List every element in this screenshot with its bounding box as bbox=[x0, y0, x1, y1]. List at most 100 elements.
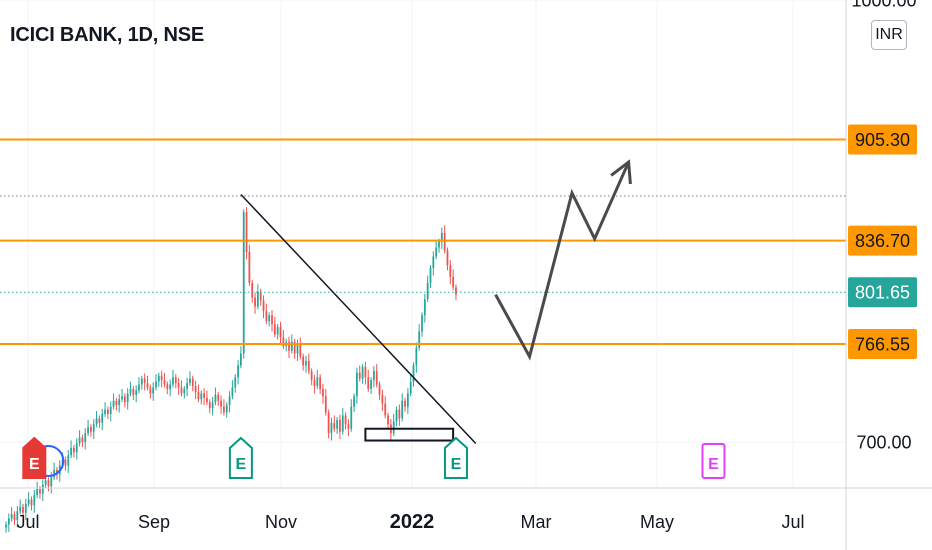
candle-body bbox=[435, 247, 438, 257]
candle-body bbox=[333, 422, 336, 429]
candle bbox=[387, 412, 389, 430]
candle-body bbox=[200, 393, 203, 400]
candle-body bbox=[78, 437, 81, 444]
candle-body bbox=[361, 366, 364, 379]
projection-path[interactable] bbox=[494, 161, 630, 361]
candle-body bbox=[449, 265, 452, 277]
candle bbox=[197, 384, 200, 403]
candle bbox=[440, 227, 443, 249]
trendline[interactable] bbox=[240, 193, 477, 444]
candle-body bbox=[172, 377, 174, 385]
earnings-marker-label: E bbox=[236, 456, 247, 473]
candle-body bbox=[166, 384, 169, 389]
candle-body bbox=[423, 299, 426, 316]
candle bbox=[155, 374, 157, 391]
candle-body bbox=[44, 480, 47, 485]
candle bbox=[316, 369, 319, 389]
candle bbox=[237, 360, 239, 385]
candle bbox=[217, 391, 220, 406]
candle bbox=[455, 284, 457, 300]
candle bbox=[183, 386, 186, 399]
candle-body bbox=[7, 518, 10, 525]
candle-body bbox=[217, 394, 220, 401]
candle-body bbox=[245, 212, 248, 252]
x-tick-label: Sep bbox=[138, 512, 170, 532]
level-price-label: 766.55 bbox=[855, 334, 910, 354]
candle-body bbox=[322, 388, 324, 397]
candle bbox=[92, 419, 95, 440]
candle-body bbox=[84, 433, 87, 442]
support-box[interactable] bbox=[364, 427, 455, 442]
candle-body bbox=[194, 386, 197, 392]
drawings[interactable] bbox=[240, 159, 632, 444]
candle bbox=[313, 374, 316, 394]
candle bbox=[409, 374, 412, 397]
candle bbox=[13, 511, 16, 526]
candle bbox=[392, 413, 395, 437]
candle bbox=[310, 368, 313, 386]
candle-body bbox=[344, 415, 347, 425]
earnings-marker[interactable]: E bbox=[701, 443, 726, 479]
candle bbox=[135, 385, 138, 403]
candle-body bbox=[293, 341, 296, 354]
candle bbox=[177, 377, 180, 395]
candle-body bbox=[276, 327, 279, 335]
earnings-marker[interactable]: E bbox=[443, 436, 468, 479]
candle bbox=[152, 382, 155, 401]
candle-body bbox=[387, 415, 389, 425]
candle-body bbox=[398, 409, 401, 419]
candle-body bbox=[143, 378, 146, 384]
candle bbox=[367, 369, 370, 392]
candle-body bbox=[140, 378, 143, 385]
currency-button[interactable]: INR bbox=[871, 20, 907, 50]
candle-body bbox=[75, 443, 78, 453]
candle-body bbox=[375, 371, 378, 385]
candle-body bbox=[90, 427, 92, 432]
earnings-marker-label: E bbox=[29, 456, 40, 473]
candle bbox=[423, 293, 426, 323]
horizontal-levels[interactable]: 905.30 836.70 766.55 801.65 bbox=[0, 124, 917, 359]
earnings-marker[interactable]: E bbox=[228, 436, 253, 479]
candle-body bbox=[197, 391, 200, 400]
candle bbox=[104, 402, 106, 417]
candle-body bbox=[73, 447, 75, 453]
candle-body bbox=[123, 396, 126, 403]
candle bbox=[157, 372, 160, 387]
candle bbox=[143, 373, 146, 391]
level-price-tag bbox=[848, 328, 917, 359]
candle-body bbox=[373, 371, 375, 381]
candle bbox=[452, 269, 455, 291]
candle bbox=[30, 496, 33, 511]
candle-body bbox=[401, 400, 404, 419]
candle bbox=[398, 404, 401, 426]
candle bbox=[384, 396, 387, 419]
candle bbox=[186, 377, 189, 397]
candle-body bbox=[47, 480, 50, 487]
candle bbox=[259, 288, 262, 306]
earnings-marker-shape bbox=[701, 443, 726, 479]
candle bbox=[330, 417, 333, 441]
candle bbox=[288, 336, 290, 359]
candle bbox=[126, 388, 129, 410]
y-tick-label: 1000.00 bbox=[851, 0, 916, 11]
candle-body bbox=[336, 419, 339, 429]
candle bbox=[415, 342, 418, 373]
candle-body bbox=[163, 380, 166, 385]
candle bbox=[112, 393, 115, 410]
candle-body bbox=[305, 360, 307, 366]
candle bbox=[166, 381, 169, 395]
earnings-marker[interactable]: E bbox=[22, 436, 65, 479]
candle bbox=[84, 427, 87, 450]
candle-body bbox=[279, 327, 282, 338]
candle bbox=[341, 408, 344, 435]
candle bbox=[81, 434, 84, 448]
earnings-marker-shape bbox=[22, 436, 47, 479]
candle bbox=[132, 386, 135, 401]
candle-body bbox=[211, 402, 214, 409]
candle-body bbox=[455, 287, 457, 295]
candle-body bbox=[364, 366, 367, 378]
